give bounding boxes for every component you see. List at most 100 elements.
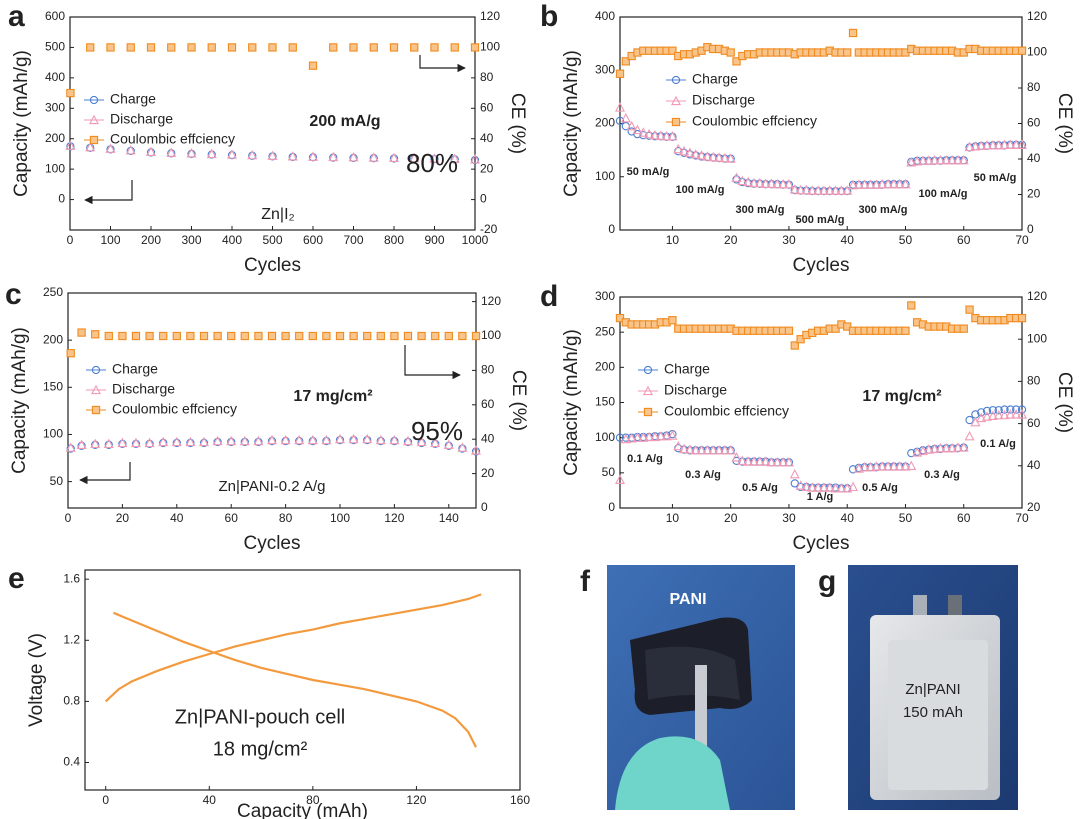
- point: [615, 69, 625, 78]
- panel-label: c: [5, 278, 22, 311]
- point: [308, 331, 317, 341]
- point: [268, 43, 277, 52]
- x-tick-label: 120: [406, 793, 426, 807]
- point: [982, 140, 993, 150]
- point: [790, 341, 799, 350]
- annotation: 200 mA/g: [309, 113, 380, 130]
- point: [848, 481, 859, 492]
- point: [166, 147, 177, 157]
- y-tick-label: 200: [595, 116, 615, 130]
- point: [690, 149, 701, 159]
- point: [1017, 313, 1027, 323]
- point: [450, 43, 459, 52]
- point: [655, 430, 666, 441]
- point: [842, 185, 853, 195]
- point: [696, 445, 707, 455]
- panel-label: e: [8, 562, 25, 595]
- point: [213, 437, 222, 447]
- point: [929, 154, 940, 165]
- point: [673, 143, 684, 154]
- x-tick-label: 100: [330, 511, 350, 525]
- pani-fold: [645, 646, 740, 700]
- point: [66, 88, 75, 98]
- point: [239, 435, 250, 446]
- point: [443, 439, 454, 449]
- point: [227, 437, 236, 447]
- y-axis-title: Capacity (mAh/g): [561, 329, 582, 476]
- point: [831, 324, 840, 333]
- point: [266, 434, 278, 445]
- point: [982, 406, 992, 416]
- point: [145, 146, 157, 156]
- point: [708, 445, 719, 455]
- point: [912, 156, 923, 166]
- point: [900, 178, 911, 189]
- y-tick-label: 200: [43, 332, 63, 346]
- point: [76, 439, 87, 449]
- y-tick-label: 1.6: [63, 571, 80, 585]
- point: [626, 433, 637, 443]
- point: [471, 331, 481, 341]
- point: [117, 437, 128, 448]
- x-axis-title: Cycles: [792, 533, 849, 554]
- axis-arrow: [419, 55, 466, 73]
- point: [743, 176, 754, 187]
- y2-tick-label: 20: [1027, 187, 1041, 201]
- legend-label: Discharge: [692, 92, 755, 108]
- point: [993, 409, 1004, 420]
- x-tick-label: 40: [841, 511, 855, 525]
- point: [894, 178, 905, 189]
- point: [321, 434, 332, 445]
- point: [859, 461, 870, 472]
- point: [965, 305, 974, 314]
- point: [853, 179, 864, 189]
- legend-label: Charge: [664, 361, 710, 377]
- axis-arrow: [404, 345, 461, 380]
- point: [964, 141, 975, 152]
- point: [906, 460, 917, 470]
- point: [213, 331, 222, 341]
- point: [923, 155, 934, 165]
- y2-tick-label: 40: [1027, 458, 1041, 472]
- point: [882, 178, 894, 189]
- point: [267, 436, 277, 446]
- x-tick-label: 1000: [462, 233, 489, 247]
- point: [226, 435, 237, 446]
- point: [227, 331, 236, 341]
- point: [131, 331, 141, 341]
- point: [349, 435, 358, 445]
- point: [859, 179, 870, 189]
- point: [91, 440, 100, 449]
- point: [923, 444, 934, 454]
- point: [281, 436, 290, 446]
- point: [807, 185, 818, 195]
- annotation: 100 mA/g: [919, 188, 968, 200]
- y2-tick-label: 80: [1027, 80, 1041, 94]
- point: [470, 445, 482, 455]
- point: [725, 445, 736, 455]
- point: [778, 178, 789, 189]
- point: [103, 438, 114, 449]
- point: [187, 43, 196, 52]
- pouch-body: [888, 640, 988, 790]
- point: [66, 349, 75, 358]
- point: [818, 185, 829, 195]
- point: [638, 432, 649, 442]
- point: [690, 445, 701, 455]
- point: [667, 131, 678, 141]
- legend-marker: [671, 117, 681, 127]
- y-tick-label: 300: [595, 62, 615, 76]
- point: [349, 331, 358, 341]
- legend-label: Charge: [110, 91, 156, 107]
- point: [145, 439, 154, 449]
- y-tick-label: 100: [595, 169, 615, 183]
- y2-tick-label: 100: [1027, 45, 1047, 59]
- point: [458, 331, 467, 341]
- x-tick-label: 50: [899, 233, 913, 247]
- y2-tick-label: 100: [480, 40, 500, 54]
- point: [335, 435, 345, 445]
- point: [790, 479, 799, 488]
- point: [626, 120, 637, 131]
- point: [958, 154, 969, 165]
- point: [778, 457, 789, 467]
